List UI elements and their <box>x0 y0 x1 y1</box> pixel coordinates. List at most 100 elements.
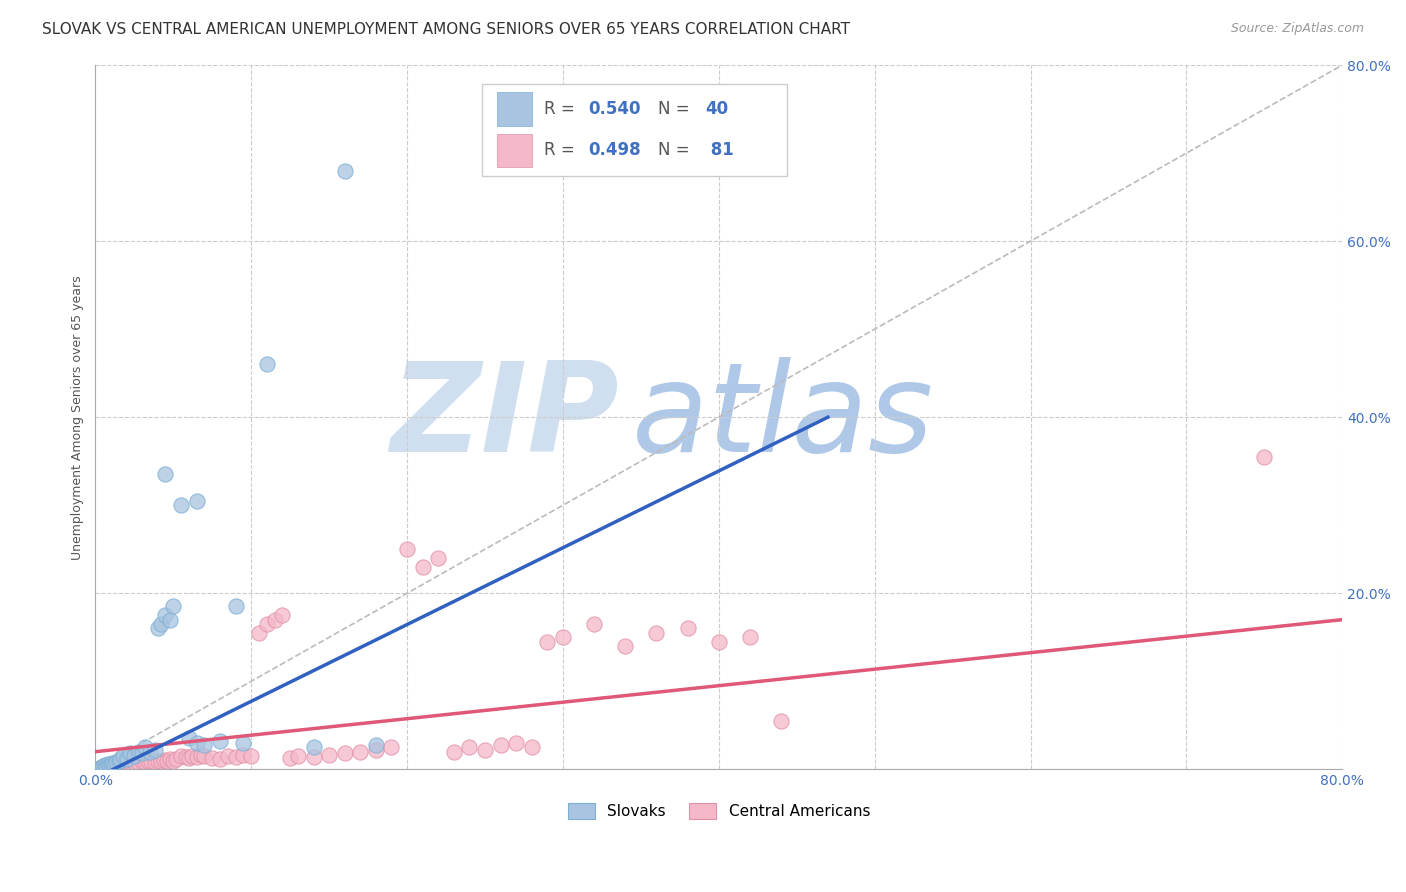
Text: atlas: atlas <box>631 357 934 478</box>
Point <box>232 748 254 763</box>
Point <box>118 756 141 771</box>
Point <box>271 608 294 623</box>
Point <box>263 613 285 627</box>
Point <box>645 625 668 640</box>
Point <box>101 756 124 771</box>
Point <box>396 542 419 557</box>
Point <box>443 745 465 759</box>
Point <box>170 498 193 512</box>
Point <box>349 745 371 759</box>
Point <box>318 748 340 763</box>
Point <box>139 745 162 759</box>
Point <box>232 736 254 750</box>
Point <box>159 613 181 627</box>
Point <box>412 559 434 574</box>
Point <box>474 743 496 757</box>
Point <box>89 760 111 774</box>
Point <box>614 639 637 653</box>
Point <box>380 740 402 755</box>
Point <box>97 757 120 772</box>
Point <box>186 750 208 764</box>
Point <box>427 551 450 566</box>
Point <box>134 740 156 755</box>
Point <box>107 754 129 768</box>
Point <box>186 736 208 750</box>
Point <box>225 750 247 764</box>
Point <box>149 617 172 632</box>
Text: ZIP: ZIP <box>391 357 619 478</box>
Point <box>333 163 356 178</box>
Point <box>100 758 122 772</box>
Point <box>117 758 139 772</box>
Point <box>104 756 127 770</box>
Point <box>156 754 179 768</box>
Point <box>193 749 215 764</box>
Point <box>138 754 160 768</box>
Point <box>364 738 387 752</box>
Y-axis label: Unemployment Among Seniors over 65 years: Unemployment Among Seniors over 65 years <box>72 275 84 559</box>
Point <box>98 759 121 773</box>
Point <box>103 759 125 773</box>
Point <box>112 749 135 764</box>
Point <box>458 740 481 755</box>
Point <box>91 761 114 775</box>
Point <box>134 756 156 770</box>
Point <box>165 752 187 766</box>
Point <box>217 749 239 764</box>
Point <box>128 756 150 771</box>
Point <box>104 758 127 772</box>
Point <box>240 749 263 764</box>
Point <box>770 714 793 728</box>
Point <box>583 617 606 632</box>
Point <box>520 740 543 755</box>
Point <box>97 760 120 774</box>
Point <box>146 622 169 636</box>
Point <box>141 755 163 769</box>
Point <box>143 756 166 770</box>
Point <box>110 752 132 766</box>
Point <box>118 747 141 761</box>
Point <box>302 740 325 755</box>
Point <box>125 757 148 772</box>
Point <box>114 759 136 773</box>
Point <box>278 751 301 765</box>
Point <box>91 759 114 773</box>
Point <box>115 757 138 772</box>
Text: Source: ZipAtlas.com: Source: ZipAtlas.com <box>1230 22 1364 36</box>
Point <box>333 747 356 761</box>
Point <box>124 749 146 764</box>
Point <box>90 759 112 773</box>
Point <box>209 752 232 766</box>
Point <box>149 755 172 769</box>
Point <box>98 759 121 773</box>
Point <box>111 758 134 772</box>
Point <box>364 743 387 757</box>
Point <box>738 630 761 644</box>
Point <box>302 750 325 764</box>
Point <box>177 731 200 746</box>
Point <box>105 759 128 773</box>
Point <box>112 756 135 771</box>
Point <box>146 754 169 768</box>
Point <box>159 752 181 766</box>
Point <box>100 758 122 772</box>
Point <box>177 751 200 765</box>
Point <box>120 757 142 772</box>
Point <box>128 745 150 759</box>
Point <box>96 759 118 773</box>
Point <box>110 759 132 773</box>
Point <box>162 599 184 614</box>
Point <box>153 753 176 767</box>
Text: SLOVAK VS CENTRAL AMERICAN UNEMPLOYMENT AMONG SENIORS OVER 65 YEARS CORRELATION : SLOVAK VS CENTRAL AMERICAN UNEMPLOYMENT … <box>42 22 851 37</box>
Point <box>505 736 527 750</box>
Point <box>247 625 270 640</box>
Point <box>193 738 215 752</box>
Point <box>190 748 212 763</box>
Point <box>209 734 232 748</box>
Point <box>170 749 193 764</box>
Point <box>256 617 278 632</box>
Point <box>1253 450 1275 464</box>
Point <box>551 630 574 644</box>
Point <box>124 756 146 770</box>
Point <box>707 634 730 648</box>
